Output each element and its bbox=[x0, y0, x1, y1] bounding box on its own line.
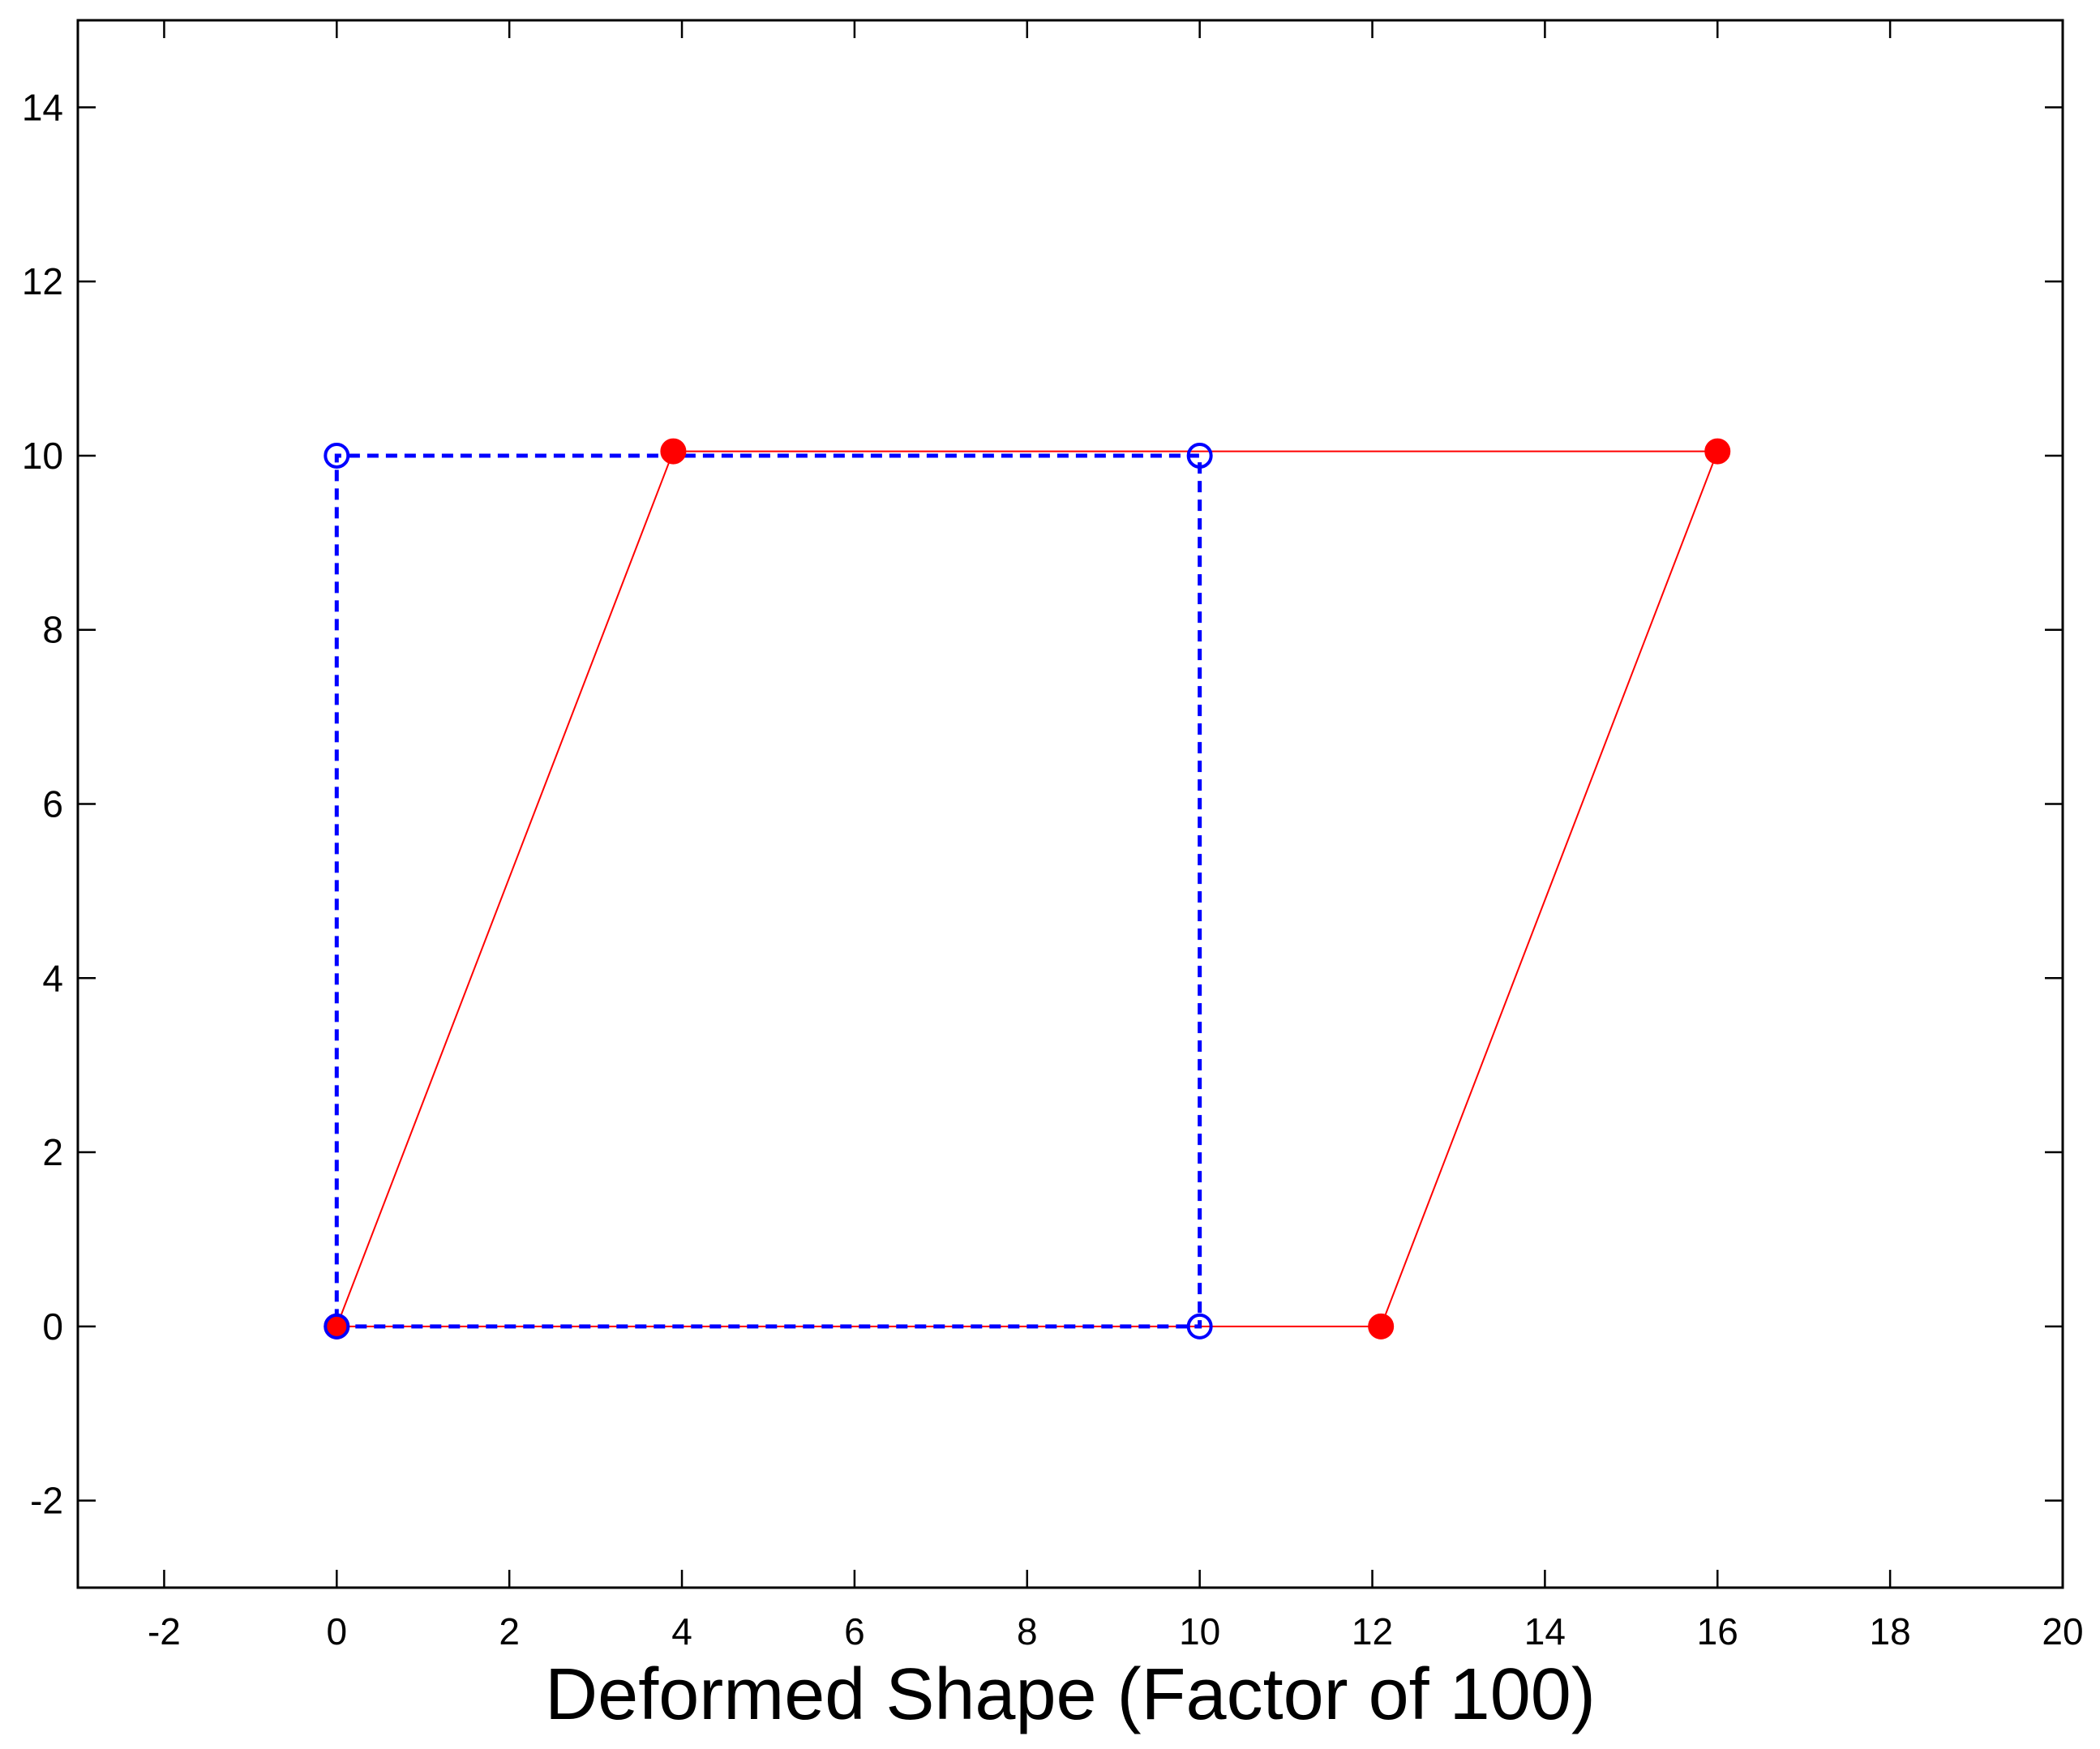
x-tick-label: 2 bbox=[499, 1610, 520, 1653]
series-layer bbox=[324, 438, 1731, 1340]
original-node-marker bbox=[324, 442, 350, 469]
y-tick-label: 8 bbox=[42, 609, 63, 651]
y-tick-label: 4 bbox=[42, 957, 63, 999]
x-tick-labels: -2 0 2 4 6 8 10 12 14 16 18 20 bbox=[148, 1610, 2084, 1653]
y-tick-label: 10 bbox=[22, 435, 63, 477]
x-tick-label: 12 bbox=[1352, 1610, 1393, 1653]
original-node-marker bbox=[324, 1313, 350, 1340]
x-tick-label: 8 bbox=[1017, 1610, 1038, 1653]
deformed-node-marker bbox=[1368, 1313, 1395, 1340]
deformed-node-marker bbox=[660, 438, 687, 465]
x-tick-label: 16 bbox=[1697, 1610, 1738, 1653]
x-tick-label: 18 bbox=[1870, 1610, 1911, 1653]
y-tick-label: 2 bbox=[42, 1131, 63, 1173]
y-tick-label: 14 bbox=[22, 86, 63, 128]
y-tick-label: 6 bbox=[42, 783, 63, 825]
y-tick-labels: -2 0 2 4 6 8 10 12 14 bbox=[22, 86, 63, 1521]
x-tick-label: 6 bbox=[844, 1610, 865, 1653]
original-node-marker bbox=[1186, 1313, 1213, 1340]
plot-area bbox=[76, 19, 2064, 1589]
y-tick-label: -2 bbox=[30, 1480, 63, 1522]
x-tick-label: 4 bbox=[671, 1610, 692, 1653]
x-tick-label: 20 bbox=[2042, 1610, 2083, 1653]
y-tick-label: 0 bbox=[42, 1305, 63, 1348]
deformed-node-marker bbox=[1704, 438, 1731, 465]
x-tick-label: -2 bbox=[148, 1610, 181, 1653]
x-axis-label: Deformed Shape (Factor of 100) bbox=[545, 1654, 1596, 1735]
x-tick-label: 14 bbox=[1524, 1610, 1566, 1653]
x-tick-label: 0 bbox=[327, 1610, 348, 1653]
original-node-marker bbox=[1186, 442, 1213, 469]
axis-ticks bbox=[78, 20, 2064, 1588]
x-tick-label: 10 bbox=[1179, 1610, 1220, 1653]
y-tick-label: 12 bbox=[22, 260, 63, 302]
